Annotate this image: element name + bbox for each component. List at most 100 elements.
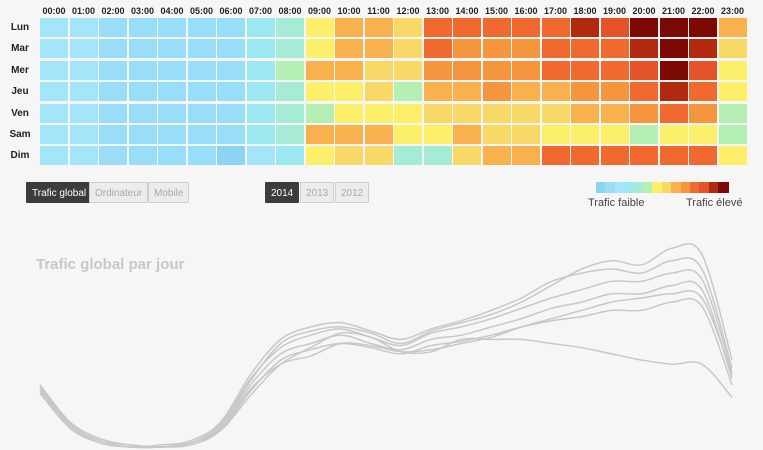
heatmap-cell[interactable] [423, 125, 452, 144]
heatmap-cell[interactable] [187, 39, 216, 59]
heatmap-cell[interactable] [512, 82, 540, 102]
heatmap-cell[interactable] [689, 18, 717, 37]
heatmap-cell[interactable] [128, 39, 157, 59]
heatmap-cell[interactable] [718, 39, 747, 59]
heatmap-cell[interactable] [40, 103, 68, 123]
heatmap-cell[interactable] [158, 103, 186, 123]
heatmap-cell[interactable] [689, 146, 717, 166]
heatmap-cell[interactable] [600, 39, 629, 59]
heatmap-cell[interactable] [158, 18, 186, 37]
heatmap-cell[interactable] [394, 82, 422, 102]
heatmap-cell[interactable] [600, 103, 629, 123]
heatmap-cell[interactable] [659, 103, 688, 123]
heatmap-cell[interactable] [571, 60, 599, 80]
heatmap-cell[interactable] [541, 18, 570, 37]
heatmap-cell[interactable] [246, 39, 275, 59]
heatmap-cell[interactable] [364, 18, 393, 37]
heatmap-cell[interactable] [718, 146, 747, 166]
heatmap-cell[interactable] [276, 125, 304, 144]
heatmap-cell[interactable] [40, 125, 68, 144]
heatmap-cell[interactable] [246, 125, 275, 144]
heatmap-cell[interactable] [305, 82, 334, 102]
heatmap-cell[interactable] [158, 125, 186, 144]
heatmap-cell[interactable] [69, 60, 98, 80]
heatmap-cell[interactable] [482, 82, 511, 102]
heatmap-cell[interactable] [69, 146, 98, 166]
heatmap-cell[interactable] [600, 146, 629, 166]
heatmap-cell[interactable] [453, 103, 481, 123]
daily-traffic-line-3[interactable] [39, 269, 733, 448]
heatmap-cell[interactable] [69, 82, 98, 102]
heatmap-cell[interactable] [718, 18, 747, 37]
heatmap-cell[interactable] [423, 146, 452, 166]
heatmap-cell[interactable] [541, 146, 570, 166]
heatmap-cell[interactable] [482, 60, 511, 80]
heatmap-cell[interactable] [512, 18, 540, 37]
heatmap-cell[interactable] [305, 60, 334, 80]
global-traffic-button[interactable]: Trafic global [26, 182, 93, 203]
daily-traffic-line-5[interactable] [39, 297, 733, 449]
heatmap-cell[interactable] [364, 39, 393, 59]
heatmap-cell[interactable] [335, 18, 363, 37]
heatmap-cell[interactable] [689, 39, 717, 59]
heatmap-cell[interactable] [187, 146, 216, 166]
heatmap-cell[interactable] [246, 146, 275, 166]
heatmap-cell[interactable] [364, 125, 393, 144]
heatmap-cell[interactable] [128, 146, 157, 166]
heatmap-cell[interactable] [69, 103, 98, 123]
heatmap-cell[interactable] [482, 39, 511, 59]
heatmap-cell[interactable] [69, 125, 98, 144]
heatmap-cell[interactable] [364, 82, 393, 102]
heatmap-cell[interactable] [217, 125, 245, 144]
heatmap-cell[interactable] [718, 82, 747, 102]
heatmap-cell[interactable] [217, 18, 245, 37]
heatmap-cell[interactable] [40, 18, 68, 37]
heatmap-cell[interactable] [718, 125, 747, 144]
heatmap-cell[interactable] [128, 103, 157, 123]
heatmap-cell[interactable] [69, 18, 98, 37]
heatmap-cell[interactable] [689, 60, 717, 80]
heatmap-cell[interactable] [217, 146, 245, 166]
heatmap-cell[interactable] [512, 125, 540, 144]
heatmap-cell[interactable] [217, 60, 245, 80]
heatmap-cell[interactable] [453, 125, 481, 144]
heatmap-cell[interactable] [453, 60, 481, 80]
heatmap-cell[interactable] [364, 103, 393, 123]
heatmap-cell[interactable] [659, 60, 688, 80]
heatmap-cell[interactable] [276, 103, 304, 123]
heatmap-cell[interactable] [187, 60, 216, 80]
heatmap-cell[interactable] [335, 146, 363, 166]
heatmap-cell[interactable] [246, 60, 275, 80]
heatmap-cell[interactable] [305, 103, 334, 123]
heatmap-cell[interactable] [305, 125, 334, 144]
heatmap-cell[interactable] [40, 39, 68, 59]
heatmap-cell[interactable] [335, 103, 363, 123]
heatmap-cell[interactable] [128, 18, 157, 37]
heatmap-cell[interactable] [571, 125, 599, 144]
heatmap-cell[interactable] [158, 146, 186, 166]
heatmap-cell[interactable] [482, 125, 511, 144]
heatmap-cell[interactable] [394, 103, 422, 123]
heatmap-cell[interactable] [40, 146, 68, 166]
heatmap-cell[interactable] [128, 60, 157, 80]
daily-traffic-line-2[interactable] [39, 257, 733, 448]
heatmap-cell[interactable] [187, 18, 216, 37]
heatmap-cell[interactable] [335, 60, 363, 80]
heatmap-cell[interactable] [453, 146, 481, 166]
heatmap-cell[interactable] [689, 103, 717, 123]
heatmap-cell[interactable] [423, 82, 452, 102]
heatmap-cell[interactable] [40, 82, 68, 102]
heatmap-cell[interactable] [718, 103, 747, 123]
heatmap-cell[interactable] [630, 103, 658, 123]
heatmap-cell[interactable] [482, 103, 511, 123]
mobile-button[interactable]: Mobile [148, 182, 190, 203]
heatmap-cell[interactable] [482, 146, 511, 166]
heatmap-cell[interactable] [571, 39, 599, 59]
heatmap-cell[interactable] [659, 146, 688, 166]
heatmap-cell[interactable] [659, 82, 688, 102]
heatmap-cell[interactable] [571, 18, 599, 37]
heatmap-cell[interactable] [541, 82, 570, 102]
heatmap-cell[interactable] [364, 146, 393, 166]
heatmap-cell[interactable] [600, 60, 629, 80]
heatmap-cell[interactable] [335, 125, 363, 144]
